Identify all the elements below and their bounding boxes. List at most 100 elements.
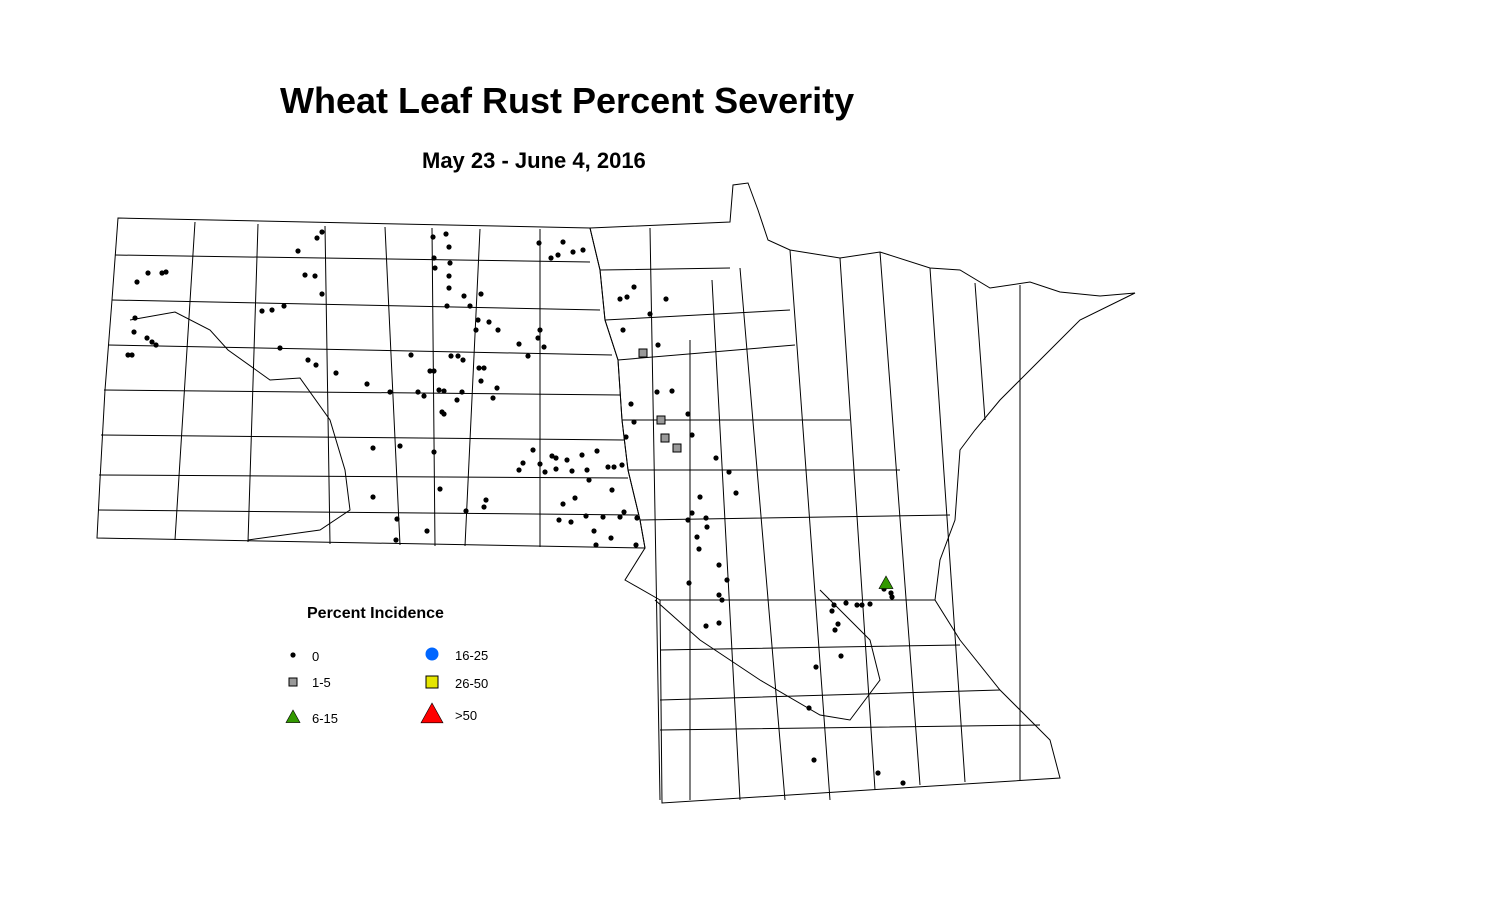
site-marker-0: [685, 517, 691, 523]
site-marker-0: [295, 248, 301, 254]
site-marker-0: [579, 452, 585, 458]
site-marker-0: [806, 705, 812, 711]
site-marker-1-5: [638, 348, 648, 358]
legend-label-6-15: 6-15: [312, 711, 339, 726]
site-marker-0: [424, 528, 430, 534]
site-marker-0: [623, 434, 629, 440]
site-marker-0: [631, 419, 637, 425]
site-marker-0: [584, 467, 590, 473]
site-marker-0: [277, 345, 283, 351]
site-marker-0: [811, 757, 817, 763]
site-marker-0: [476, 365, 482, 371]
site-marker-0: [689, 510, 695, 516]
site-marker-0: [490, 395, 496, 401]
site-marker-0: [408, 352, 414, 358]
map-subtitle: May 23 - June 4, 2016: [422, 148, 646, 173]
site-marker-0: [478, 378, 484, 384]
site-marker-0: [726, 469, 732, 475]
site-marker-0: [696, 546, 702, 552]
map-title: Wheat Leaf Rust Percent Severity: [280, 80, 855, 121]
site-marker-0: [560, 501, 566, 507]
site-marker-0: [370, 494, 376, 500]
legend-label-1-5: 1-5: [312, 675, 331, 690]
site-marker-0: [697, 494, 703, 500]
site-marker-0: [716, 592, 722, 598]
site-marker-0: [397, 443, 403, 449]
site-marker-0: [694, 534, 700, 540]
site-marker-0: [312, 273, 318, 279]
site-marker-0: [832, 627, 838, 633]
site-marker-0: [628, 401, 634, 407]
site-marker-0: [633, 542, 639, 548]
site-marker-0: [617, 514, 623, 520]
site-marker-0: [593, 542, 599, 548]
site-marker-0: [461, 293, 467, 299]
site-marker-0: [441, 388, 447, 394]
site-marker-0: [600, 514, 606, 520]
site-marker-0: [478, 291, 484, 297]
site-marker-0: [430, 234, 436, 240]
site-marker-0: [716, 562, 722, 568]
site-marker-0: [448, 353, 454, 359]
site-marker-0: [617, 296, 623, 302]
site-marker-0: [447, 260, 453, 266]
site-marker-0: [125, 352, 131, 358]
site-marker-0: [431, 368, 437, 374]
site-marker-0: [631, 284, 637, 290]
site-marker-0: [364, 381, 370, 387]
site-marker-0: [486, 319, 492, 325]
site-marker-0: [686, 580, 692, 586]
site-marker-0: [305, 357, 311, 363]
site-marker-0: [259, 308, 265, 314]
site-marker-0: [605, 464, 611, 470]
site-marker-0: [467, 303, 473, 309]
site-marker-0: [564, 457, 570, 463]
site-marker-0: [835, 621, 841, 627]
site-marker-0: [843, 600, 849, 606]
site-marker-0: [132, 315, 138, 321]
site-marker-0: [609, 487, 615, 493]
site-marker-0: [854, 602, 860, 608]
site-marker-0: [535, 335, 541, 341]
site-marker-0: [900, 780, 906, 786]
site-marker-0: [888, 590, 894, 596]
site-marker-0: [704, 524, 710, 530]
site-marker-0: [145, 270, 151, 276]
site-marker-0: [685, 411, 691, 417]
site-marker-0: [541, 344, 547, 350]
site-marker-0: [560, 239, 566, 245]
site-marker-0: [333, 370, 339, 376]
site-marker-0: [495, 327, 501, 333]
site-marker-0: [481, 365, 487, 371]
site-marker-0: [314, 235, 320, 241]
site-marker-0: [829, 608, 835, 614]
site-marker-0: [473, 327, 479, 333]
legend-symbol: [425, 647, 439, 661]
site-marker-0: [483, 497, 489, 503]
site-marker-0: [703, 623, 709, 629]
site-marker-0: [611, 464, 617, 470]
site-marker-0: [580, 247, 586, 253]
site-marker-0: [393, 537, 399, 543]
site-marker-0: [313, 362, 319, 368]
site-marker-0: [724, 577, 730, 583]
site-marker-0: [134, 279, 140, 285]
minnesota-outline: [589, 182, 1136, 804]
site-marker-0: [634, 515, 640, 521]
site-marker-0: [281, 303, 287, 309]
site-marker-0: [530, 447, 536, 453]
site-marker-0: [733, 490, 739, 496]
site-marker-0: [443, 231, 449, 237]
site-marker-0: [838, 653, 844, 659]
site-marker-0: [570, 249, 576, 255]
site-marker-0: [549, 453, 555, 459]
site-marker-0: [431, 449, 437, 455]
site-marker-6-15: [878, 575, 894, 589]
site-marker-0: [494, 385, 500, 391]
site-marker-0: [131, 329, 137, 335]
site-marker-0: [572, 495, 578, 501]
site-marker-0: [655, 342, 661, 348]
site-marker-0: [831, 602, 837, 608]
legend-label-0: 0: [312, 649, 320, 664]
site-marker-0: [302, 272, 308, 278]
